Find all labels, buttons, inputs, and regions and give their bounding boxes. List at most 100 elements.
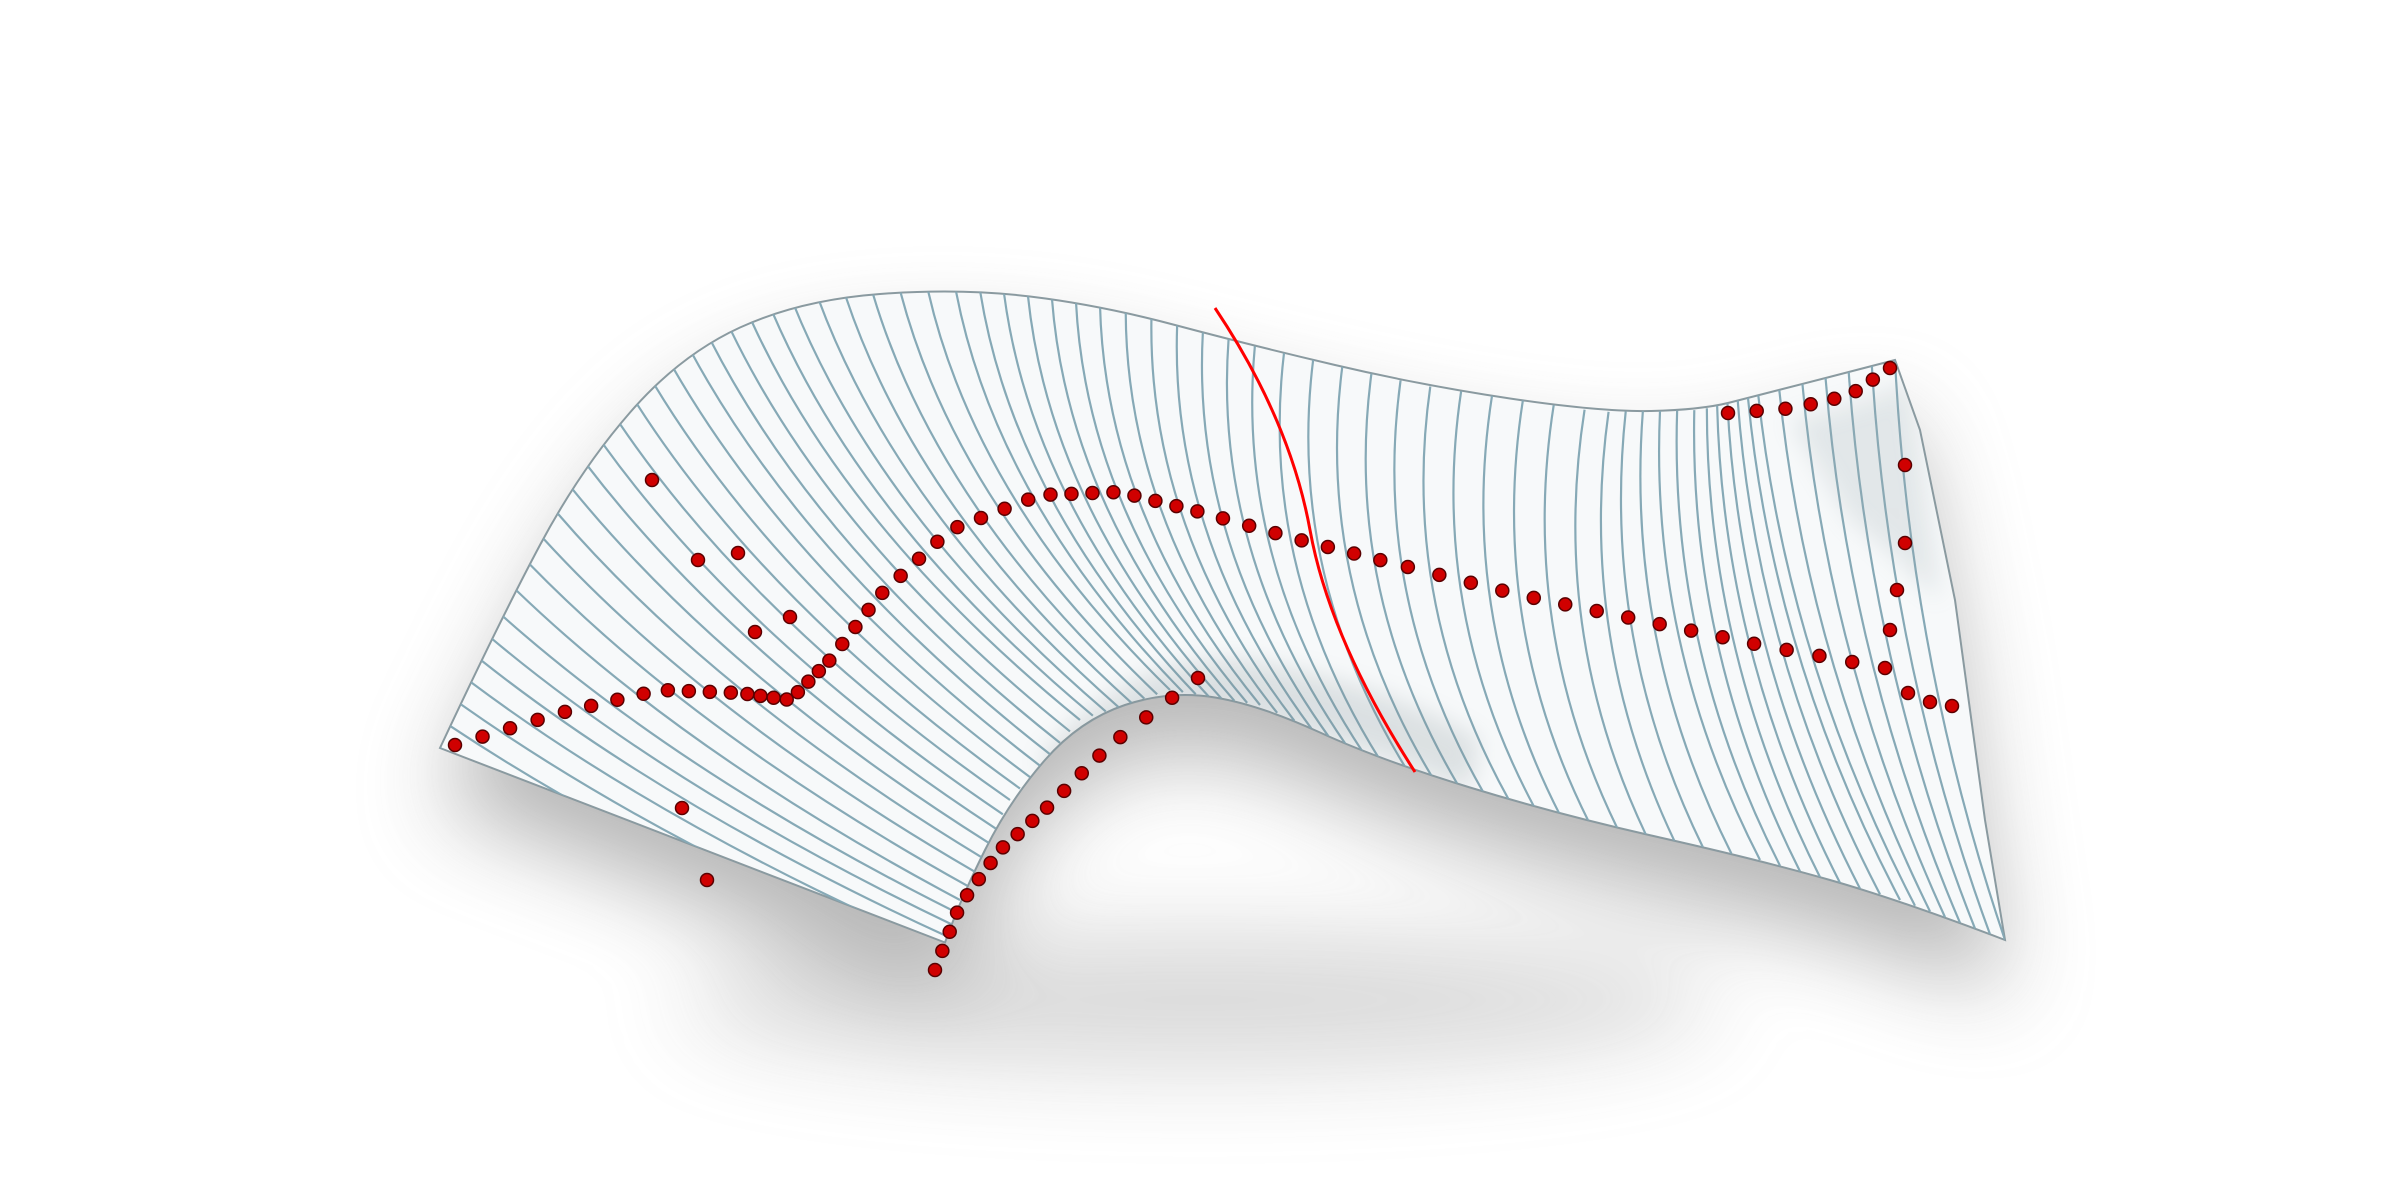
control-point[interactable] [1085,485,1100,501]
control-point[interactable] [1844,654,1860,670]
control-point[interactable] [1215,511,1231,526]
control-point[interactable] [1043,487,1058,502]
control-point[interactable] [1827,391,1842,406]
control-point[interactable] [1056,783,1072,799]
control-point[interactable] [1190,504,1205,519]
control-point[interactable] [636,686,651,702]
control-point[interactable] [674,800,690,816]
control-point[interactable] [1720,405,1736,421]
control-point[interactable] [740,686,755,702]
control-point[interactable] [927,962,943,978]
control-point[interactable] [1882,360,1898,376]
control-point[interactable] [1320,539,1336,555]
control-point[interactable] [1092,748,1107,763]
control-point[interactable] [835,636,850,652]
control-point[interactable] [475,729,490,744]
seam-curve[interactable] [1213,307,1417,773]
control-point[interactable] [942,924,957,940]
control-point[interactable] [702,684,718,700]
control-point[interactable] [1113,729,1128,745]
control-point[interactable] [1169,498,1184,514]
control-point[interactable] [644,472,660,488]
control-point[interactable] [1944,698,1960,714]
control-point[interactable] [1900,685,1916,701]
control-point[interactable] [779,692,794,707]
control-point[interactable] [1848,383,1863,399]
control-points[interactable] [447,360,1960,978]
control-point[interactable] [1010,826,1025,842]
control-point[interactable] [801,674,816,689]
control-point[interactable] [848,619,863,635]
control-point[interactable] [1683,623,1699,638]
control-point[interactable] [1148,493,1163,509]
control-point[interactable] [930,534,945,549]
control-point[interactable] [971,871,987,887]
control-point[interactable] [1589,603,1604,619]
control-point[interactable] [766,690,781,705]
control-point[interactable] [1812,648,1827,664]
control-point[interactable] [681,683,697,699]
control-point[interactable] [583,698,599,714]
control-point[interactable] [782,609,798,625]
control-point[interactable] [1164,690,1180,705]
control-point[interactable] [690,552,706,568]
control-point[interactable] [790,684,806,700]
control-point[interactable] [1715,629,1730,645]
control-point[interactable] [973,510,989,526]
control-point[interactable] [1241,518,1257,534]
control-point[interactable] [1897,457,1913,473]
control-point[interactable] [730,545,746,561]
control-point[interactable] [723,685,739,700]
control-point[interactable] [1106,484,1121,500]
control-point[interactable] [1074,765,1090,781]
control-point[interactable] [1373,552,1388,568]
control-point[interactable] [995,840,1011,855]
control-point[interactable] [1039,800,1055,815]
control-point[interactable] [1779,642,1794,658]
control-point[interactable] [1127,488,1142,503]
control-point[interactable] [1746,636,1762,652]
control-point[interactable] [950,519,965,535]
control-point[interactable] [1495,583,1510,598]
control-point[interactable] [1346,546,1362,561]
control-point[interactable] [997,501,1012,517]
control-point[interactable] [1803,397,1818,412]
control-point[interactable] [1620,610,1636,625]
control-point[interactable] [1877,660,1893,676]
control-point[interactable] [753,688,768,704]
control-point[interactable] [660,683,676,698]
control-point[interactable] [502,720,518,736]
control-point[interactable] [935,943,950,959]
control-point[interactable] [861,602,876,618]
control-point[interactable] [1652,616,1667,632]
control-point[interactable] [1749,403,1764,419]
control-point[interactable] [811,663,827,679]
control-point[interactable] [1064,486,1079,502]
control-point[interactable] [1889,582,1905,598]
control-point[interactable] [530,712,545,728]
control-point[interactable] [1268,525,1283,541]
control-point[interactable] [747,624,763,640]
control-point[interactable] [1432,567,1447,583]
control-point[interactable] [1190,670,1206,686]
control-point[interactable] [557,704,573,720]
control-point[interactable] [949,905,965,920]
control-point[interactable] [1138,710,1154,725]
control-point[interactable] [1897,535,1913,551]
control-point[interactable] [447,737,463,753]
control-point[interactable] [959,888,975,903]
control-point[interactable] [1882,622,1898,638]
control-point[interactable] [1526,590,1542,606]
control-point[interactable] [1025,813,1040,829]
control-point[interactable] [1400,559,1416,575]
control-point[interactable] [699,872,715,888]
control-point[interactable] [893,568,908,584]
control-point[interactable] [1778,401,1793,416]
control-point[interactable] [610,692,625,708]
control-point[interactable] [1865,372,1881,387]
control-point[interactable] [1557,597,1573,612]
control-point[interactable] [875,585,890,601]
control-point[interactable] [1922,694,1938,710]
